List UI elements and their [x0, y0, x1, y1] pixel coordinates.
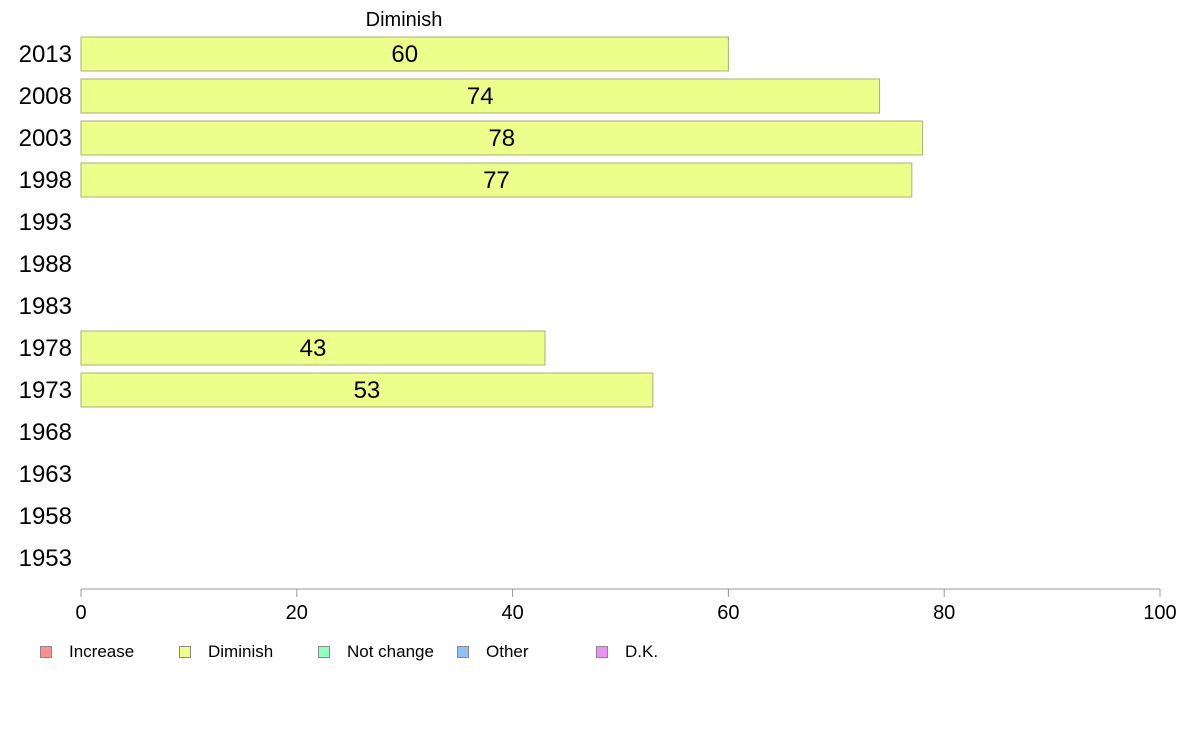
- y-tick-label: 1958: [19, 503, 72, 530]
- legend-label-other: Other: [486, 642, 529, 661]
- y-tick-label: 1978: [19, 335, 72, 362]
- y-tick-label: 1988: [19, 251, 72, 278]
- legend-label-not-change: Not change: [347, 642, 434, 661]
- bar-data-label: 74: [467, 83, 494, 110]
- x-tick-label: 20: [286, 602, 308, 624]
- legend-item-increase: Increase: [40, 640, 134, 664]
- x-tick-label: 0: [75, 602, 86, 624]
- y-tick-label: 1983: [19, 293, 72, 320]
- bar-data-label: 60: [391, 41, 418, 68]
- y-tick-label: 1953: [19, 545, 72, 572]
- bar: [80, 372, 654, 408]
- legend-swatch-dk: [596, 646, 608, 658]
- bar: [80, 330, 546, 366]
- bar: [80, 78, 880, 114]
- legend-item-not-change: Not change: [318, 640, 434, 664]
- legend-swatch-increase: [40, 646, 52, 658]
- y-tick-label: 1968: [19, 419, 72, 446]
- legend-swatch-diminish: [179, 646, 191, 658]
- bar-data-label: 78: [488, 125, 515, 152]
- x-tick-label: 100: [1143, 602, 1176, 624]
- bar: [80, 36, 729, 72]
- y-tick-label: 2003: [19, 125, 72, 152]
- legend-label-increase: Increase: [69, 642, 135, 661]
- x-tick-label: 60: [717, 602, 739, 624]
- y-tick-label: 1973: [19, 377, 72, 404]
- bar-chart: Diminish 60 74 78 77 43 53 2013 2008 2003 1998 19…: [19, 9, 1177, 624]
- y-tick-label: 1993: [19, 209, 72, 236]
- x-tick-label: 80: [933, 602, 955, 624]
- legend-label-diminish: Diminish: [208, 642, 274, 661]
- y-tick-label: 1963: [19, 461, 72, 488]
- x-tick-label: 40: [501, 602, 523, 624]
- bar: [80, 120, 924, 156]
- bar-data-label: 53: [354, 377, 381, 404]
- legend: Increase Diminish Not change Other D.K.: [0, 640, 1188, 664]
- bar-data-label: 43: [300, 335, 327, 362]
- y-tick-label: 2013: [19, 41, 72, 68]
- legend-label-dk: D.K.: [625, 642, 659, 661]
- bar-data-label: 77: [483, 167, 510, 194]
- y-tick-label: 1998: [19, 167, 72, 194]
- legend-swatch-other: [457, 646, 469, 658]
- legend-item-diminish: Diminish: [179, 640, 273, 664]
- y-tick-label: 2008: [19, 83, 72, 110]
- chart-title: Diminish: [366, 9, 443, 31]
- legend-item-dk: D.K.: [596, 640, 658, 664]
- legend-swatch-not-change: [318, 646, 330, 658]
- bar: [80, 162, 913, 198]
- legend-item-other: Other: [457, 640, 529, 664]
